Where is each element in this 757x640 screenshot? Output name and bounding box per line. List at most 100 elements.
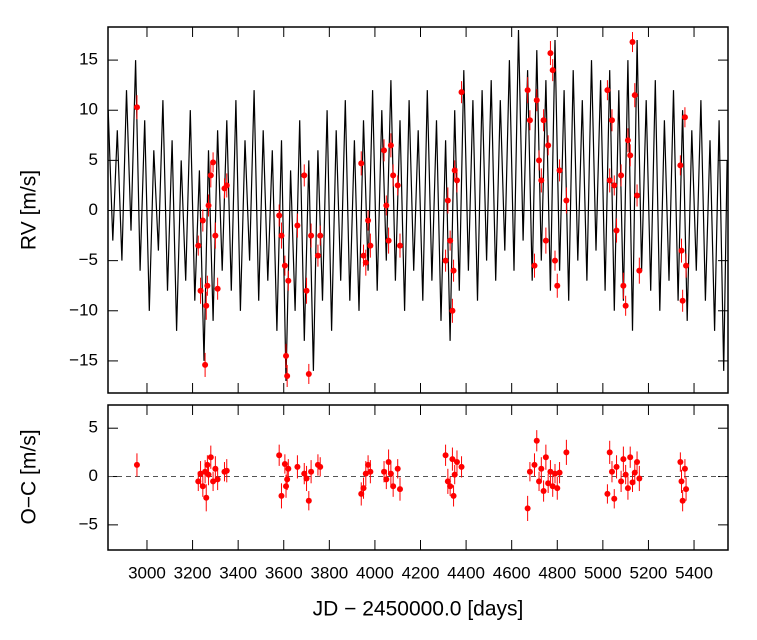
data-point: [629, 39, 636, 46]
data-point: [538, 177, 545, 184]
data-point: [611, 495, 618, 502]
data-point: [624, 485, 631, 492]
data-point: [199, 483, 206, 490]
data-point: [317, 232, 324, 239]
data-point: [195, 478, 202, 485]
data-point: [205, 202, 212, 209]
data-point: [305, 370, 312, 377]
data-point: [285, 277, 292, 284]
data-point: [531, 461, 538, 468]
data-point: [453, 459, 460, 466]
x-tick-label: 4200: [402, 563, 440, 582]
data-point: [681, 465, 688, 472]
data-point: [210, 159, 217, 166]
data-point: [195, 242, 202, 249]
data-point: [683, 486, 690, 493]
data-point: [533, 97, 540, 104]
x-tick-label: 4600: [493, 563, 531, 582]
data-point: [536, 478, 543, 485]
y-tick-label: 5: [89, 418, 98, 437]
data-point: [450, 492, 457, 499]
data-point: [281, 262, 288, 269]
data-point: [608, 117, 615, 124]
data-point: [223, 182, 230, 189]
data-point: [551, 257, 558, 264]
data-point: [556, 469, 563, 476]
data-point: [317, 463, 324, 470]
data-point: [314, 252, 321, 259]
data-point: [449, 456, 456, 463]
data-point: [281, 460, 288, 467]
data-point: [631, 469, 638, 476]
x-tick-label: 3800: [310, 563, 348, 582]
data-point: [278, 492, 285, 499]
data-point: [367, 242, 374, 249]
data-point: [606, 449, 613, 456]
data-point: [203, 302, 210, 309]
data-point: [199, 217, 206, 224]
data-point: [549, 67, 556, 74]
data-point: [284, 372, 291, 379]
data-point: [133, 104, 140, 111]
data-point: [618, 478, 625, 485]
data-point: [634, 192, 641, 199]
data-point: [606, 177, 613, 184]
x-tick-label: 5400: [675, 563, 713, 582]
data-point: [624, 137, 631, 144]
data-point: [223, 467, 230, 474]
data-point: [205, 471, 212, 478]
data-point: [204, 282, 211, 289]
data-point: [284, 476, 291, 483]
data-point: [524, 505, 531, 512]
data-point: [542, 237, 549, 244]
data-point: [207, 454, 214, 461]
data-point: [308, 468, 315, 475]
data-point: [611, 182, 618, 189]
y-axis-label: RV [m/s]: [18, 170, 41, 250]
data-point: [636, 475, 643, 482]
data-point: [394, 465, 401, 472]
x-tick-label: 3600: [265, 563, 303, 582]
data-point: [390, 483, 397, 490]
model-curve: [108, 29, 728, 382]
data-point: [385, 237, 392, 244]
plot-frame: [107, 26, 729, 394]
data-point: [677, 459, 684, 466]
data-point: [608, 468, 615, 475]
data-point: [303, 287, 310, 294]
data-point: [285, 465, 292, 472]
data-point: [214, 476, 221, 483]
x-tick-label: 5000: [584, 563, 622, 582]
data-point: [301, 172, 308, 179]
data-point: [447, 483, 454, 490]
x-tick-label: 3200: [174, 563, 212, 582]
x-tick-label: 3400: [219, 563, 257, 582]
data-point: [613, 227, 620, 234]
data-point: [447, 237, 454, 244]
data-point: [536, 157, 543, 164]
data-point: [396, 486, 403, 493]
data-point: [358, 490, 365, 497]
data-point: [549, 483, 556, 490]
data-point: [449, 307, 456, 314]
data-point: [683, 262, 690, 269]
data-point: [622, 302, 629, 309]
data-point: [604, 490, 611, 497]
y-tick-label: 15: [79, 50, 98, 69]
data-point: [613, 463, 620, 470]
data-point: [387, 470, 394, 477]
data-point: [620, 456, 627, 463]
data-point: [197, 287, 204, 294]
data-point: [133, 461, 140, 468]
data-point: [545, 142, 552, 149]
data-point: [450, 267, 457, 274]
y-tick-label: −10: [69, 300, 98, 319]
data-point: [308, 232, 315, 239]
data-point: [294, 463, 301, 470]
data-point: [533, 437, 540, 444]
data-point: [210, 478, 217, 485]
data-point: [540, 117, 547, 124]
data-point: [394, 182, 401, 189]
y-tick-label: 0: [89, 200, 98, 219]
data-point: [618, 172, 625, 179]
